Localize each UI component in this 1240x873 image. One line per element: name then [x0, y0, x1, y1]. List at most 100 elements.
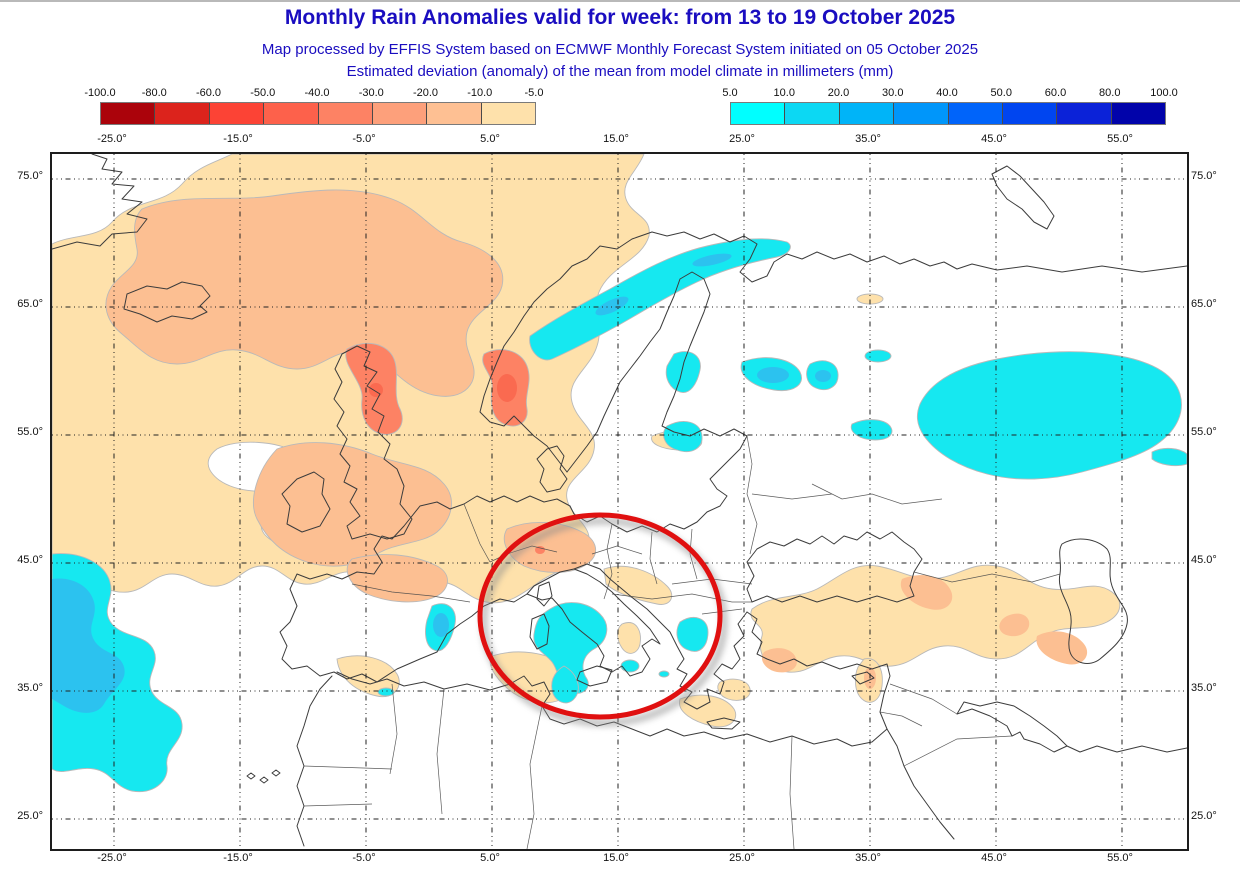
region-balearic-cyandark — [433, 613, 449, 637]
legend-tick-label: 100.0 — [1150, 87, 1178, 99]
lon-bottom-label: 25.0° — [729, 852, 755, 864]
highlight-annotation — [477, 512, 728, 727]
region-gibraltar-pale — [336, 655, 400, 698]
legend-tick-label: 10.0 — [773, 87, 795, 99]
legend-color-bar — [730, 102, 1166, 125]
lon-bottom-label: -15.0° — [223, 852, 253, 864]
highlight-ellipse — [477, 512, 723, 720]
latitude-labels-right: 75.0° 65.0° 55.0° 45.0° 35.0° 25.0° — [1191, 2, 1239, 873]
legend-color-cell — [948, 103, 1003, 124]
lon-bottom-label: 15.0° — [603, 852, 629, 864]
lon-top-label: 25.0° — [729, 133, 755, 145]
anomaly-fill-layer — [52, 154, 1187, 793]
region-iran-medium — [1036, 631, 1088, 665]
legend-color-cell — [372, 103, 428, 124]
legend-tick-label: 5.0 — [722, 87, 738, 99]
legend-color-cell — [155, 103, 210, 124]
region-scotland-deep — [369, 383, 383, 397]
region-atlantic-cyandark — [52, 578, 125, 713]
lon-top-label: -5.0° — [352, 133, 376, 145]
region-puglia-pale — [617, 622, 641, 654]
lat-left-label: 55.0° — [17, 426, 43, 438]
legend-color-cell — [481, 103, 535, 124]
legend-tick-label: -40.0 — [304, 87, 330, 99]
region-malta-cyan — [658, 670, 670, 678]
region-nnorway-cyandark-2 — [692, 253, 732, 267]
region-caucasus-medium — [999, 613, 1030, 637]
legend-tick-label: -5.0 — [524, 87, 544, 99]
region-ionian-cyan — [676, 617, 709, 652]
legend-color-cell — [894, 103, 949, 124]
lon-bottom-label: 5.0° — [480, 852, 500, 864]
lon-bottom-label: 55.0° — [1107, 852, 1133, 864]
region-france-medium — [253, 442, 452, 567]
region-crete-pale — [717, 678, 751, 701]
region-croatia-pale — [603, 565, 673, 605]
region-swiss-spot — [535, 546, 545, 554]
legend-color-cell — [1002, 103, 1058, 124]
legend-tick-label: -20.0 — [412, 87, 439, 99]
legend-tick-labels: -100.0 -80.0 -60.0 -50.0 -40.0 -30.0 -20.0 -10.… — [84, 87, 543, 101]
region-baltic-cyandark — [757, 367, 789, 383]
legend-tick-label: -50.0 — [250, 87, 276, 99]
lat-right-label: 55.0° — [1191, 426, 1217, 438]
legend-tick-labels: 5.0 10.0 20.0 30.0 40.0 50.0 60.0 80.0 100.0 — [722, 87, 1177, 101]
legend-color-cell — [785, 103, 840, 124]
legend-tick-label: -80.0 — [141, 87, 167, 99]
lat-left-label: 65.0° — [17, 298, 43, 310]
lat-left-label: 45.0° — [17, 554, 43, 566]
legend-tick-label: -60.0 — [195, 87, 222, 99]
legend-color-cell — [101, 103, 156, 124]
legend-color-cell — [1057, 103, 1112, 124]
lat-left-label: 25.0° — [17, 810, 43, 822]
lon-top-label: 55.0° — [1107, 133, 1133, 145]
lat-right-label: 65.0° — [1191, 298, 1217, 310]
lon-top-label: -15.0° — [223, 133, 253, 145]
anomaly-map-svg — [52, 154, 1187, 849]
anomaly-map — [50, 152, 1189, 851]
legend-color-cell — [427, 103, 482, 124]
lat-right-label: 45.0° — [1191, 554, 1217, 566]
lon-bottom-label: 35.0° — [855, 852, 881, 864]
region-swturkey-medium — [761, 648, 797, 673]
region-russia-cyan-bit1 — [864, 349, 892, 363]
legend-tick-label: 60.0 — [1044, 87, 1067, 99]
longitude-labels-bottom: -25.0° -15.0° -5.0° 5.0° 15.0° 25.0° 35.0° 45.0… — [0, 852, 1240, 866]
legend-color-cell — [731, 103, 786, 124]
legend-color-cell — [1111, 103, 1165, 124]
region-nnorway-cyan — [529, 238, 791, 361]
region-tunis-tail-cyan — [551, 665, 579, 704]
region-baltic-cyandark-2 — [815, 370, 831, 382]
country-border-layer — [303, 435, 1061, 849]
latitude-labels-left: 75.0° 65.0° 55.0° 45.0° 35.0° 25.0° — [0, 2, 46, 873]
legend-tick-label: -100.0 — [84, 87, 116, 99]
legend-tick-label: 50.0 — [990, 87, 1012, 99]
legend-color-bar — [100, 102, 536, 125]
page-subtitle-source: Map processed by EFFIS System based on E… — [261, 41, 979, 58]
lon-top-label: -25.0° — [97, 133, 127, 145]
lon-bottom-label: 45.0° — [981, 852, 1007, 864]
lat-right-label: 25.0° — [1191, 810, 1217, 822]
lat-left-label: 35.0° — [17, 682, 43, 694]
legend-color-cell — [318, 103, 373, 124]
legend-tick-label: 30.0 — [882, 87, 904, 99]
region-south-sicily-cyan — [620, 659, 640, 673]
legend-tick-label: 20.0 — [827, 87, 850, 99]
page-subtitle-units: Estimated deviation (anomaly) of the mea… — [346, 63, 894, 80]
lon-bottom-label: -25.0° — [97, 852, 127, 864]
region-russia-cyan-bit2 — [850, 419, 893, 441]
legend-tick-label: 40.0 — [936, 87, 958, 99]
lon-bottom-label: -5.0° — [352, 852, 376, 864]
legend-positive: 5.0 10.0 20.0 30.0 40.0 50.0 60.0 80.0 100.0 — [722, 87, 1178, 125]
region-norwegian-sea-medium — [105, 189, 504, 397]
region-morocco-cyan — [377, 687, 395, 697]
legend-color-cell — [839, 103, 895, 124]
longitude-labels-top: -25.0° -15.0° -5.0° 5.0° 15.0° 25.0° 35.0° 45.0… — [0, 133, 1240, 147]
region-anatolia-medium — [900, 575, 953, 610]
legend-color-cell — [264, 103, 319, 124]
lat-right-label: 35.0° — [1191, 682, 1217, 694]
region-nspain-medium — [346, 554, 448, 603]
region-riga-cyan — [663, 421, 703, 453]
region-russia-cyan — [916, 351, 1182, 480]
